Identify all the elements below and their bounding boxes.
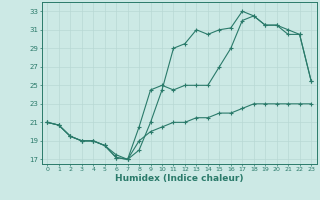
- X-axis label: Humidex (Indice chaleur): Humidex (Indice chaleur): [115, 174, 244, 183]
